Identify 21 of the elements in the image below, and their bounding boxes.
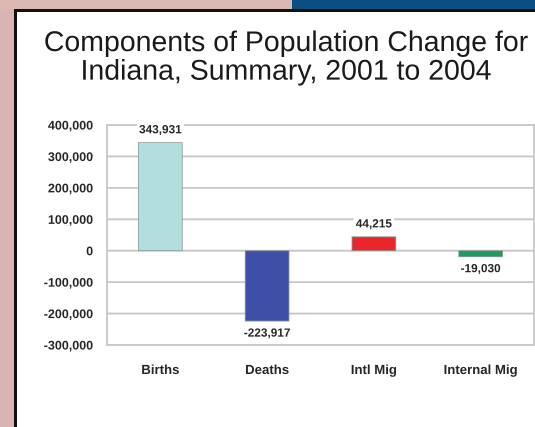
bar bbox=[352, 236, 396, 252]
data-label: -19,030 bbox=[461, 264, 500, 274]
x-tick-label: Deaths bbox=[246, 364, 289, 374]
chart-title: Components of Population Change for Indiana, Summary, 2001 to 2004 bbox=[45, 30, 528, 86]
bar bbox=[138, 142, 183, 252]
y-tick-label: 300,000 bbox=[48, 152, 93, 163]
y-tick-label: -300,000 bbox=[44, 340, 93, 352]
data-label: 343,931 bbox=[139, 124, 182, 136]
bar bbox=[244, 250, 290, 322]
y-tick-label: 100,000 bbox=[48, 215, 93, 226]
x-tick-label: Intl Mig bbox=[352, 364, 396, 377]
y-tick-label: 200,000 bbox=[48, 184, 93, 194]
y-tick-label: 400,000 bbox=[48, 120, 93, 132]
y-tick-label: -100,000 bbox=[44, 278, 93, 289]
x-tick-label: Internal Mig bbox=[444, 364, 517, 377]
y-tick-label: -200,000 bbox=[44, 309, 93, 320]
data-label: -223,917 bbox=[244, 328, 290, 338]
x-tick-label: Births bbox=[142, 364, 179, 374]
data-label: 44,215 bbox=[356, 219, 392, 230]
bar bbox=[458, 250, 503, 258]
y-tick-label: 0 bbox=[86, 246, 93, 256]
